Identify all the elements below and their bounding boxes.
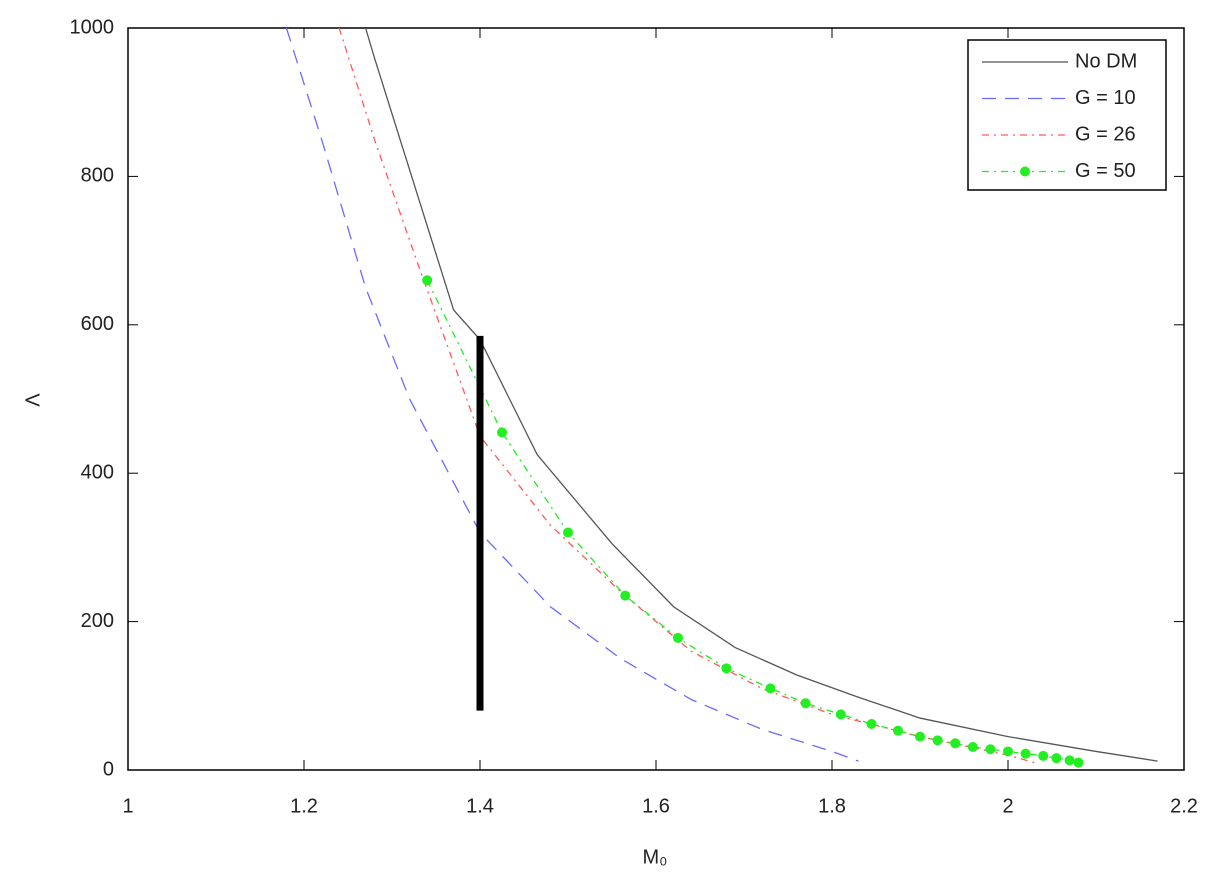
y-tick-label: 200 <box>81 610 114 632</box>
legend-label: G = 50 <box>1075 160 1136 182</box>
x-tick-label: 1 <box>122 795 133 817</box>
series-marker <box>1073 757 1084 768</box>
series-marker <box>1038 750 1049 761</box>
plot-frame <box>127 27 1185 771</box>
y-axis-label: Λ <box>22 393 44 407</box>
x-tick-label: 2.2 <box>1170 795 1198 817</box>
y-tick-label: 1000 <box>70 16 115 38</box>
series-line <box>426 279 1079 764</box>
y-tick-label: 600 <box>81 313 114 335</box>
series-marker <box>950 738 961 749</box>
series-line <box>285 27 859 762</box>
y-tick-label: 800 <box>81 165 114 187</box>
series-marker <box>893 725 903 736</box>
x-tick-label: 1.2 <box>290 795 318 817</box>
series-marker <box>1064 755 1075 766</box>
series-marker <box>967 741 978 752</box>
series-marker <box>866 718 877 729</box>
series-marker <box>563 527 573 538</box>
legend-marker <box>1020 166 1030 177</box>
series-line <box>338 27 1035 764</box>
y-tick-label: 400 <box>81 461 114 483</box>
x-tick-label: 2 <box>1002 795 1013 817</box>
series-line <box>364 27 1158 762</box>
series-marker <box>721 663 732 674</box>
series-marker <box>932 735 943 746</box>
series-marker <box>1051 753 1062 764</box>
legend-label: G = 26 <box>1075 123 1136 145</box>
x-tick-label: 1.4 <box>466 795 494 817</box>
series-marker <box>985 744 996 755</box>
series-marker <box>620 590 631 601</box>
series-marker <box>497 427 507 438</box>
y-tick-label: 0 <box>103 758 114 780</box>
series-marker <box>915 731 925 742</box>
series-marker <box>673 632 683 643</box>
series-marker <box>765 683 776 694</box>
series-marker <box>1020 748 1031 759</box>
legend-label: G = 10 <box>1075 87 1136 109</box>
series-marker <box>422 275 433 286</box>
legend-box <box>967 39 1167 191</box>
x-tick-label: 1.8 <box>818 795 846 817</box>
series-marker <box>835 709 846 720</box>
x-tick-label: 1.6 <box>642 795 670 817</box>
series-marker <box>1003 746 1013 757</box>
x-axis-label: M₀ <box>643 846 668 868</box>
legend-label: No DM <box>1075 50 1137 72</box>
series-marker <box>800 698 811 709</box>
